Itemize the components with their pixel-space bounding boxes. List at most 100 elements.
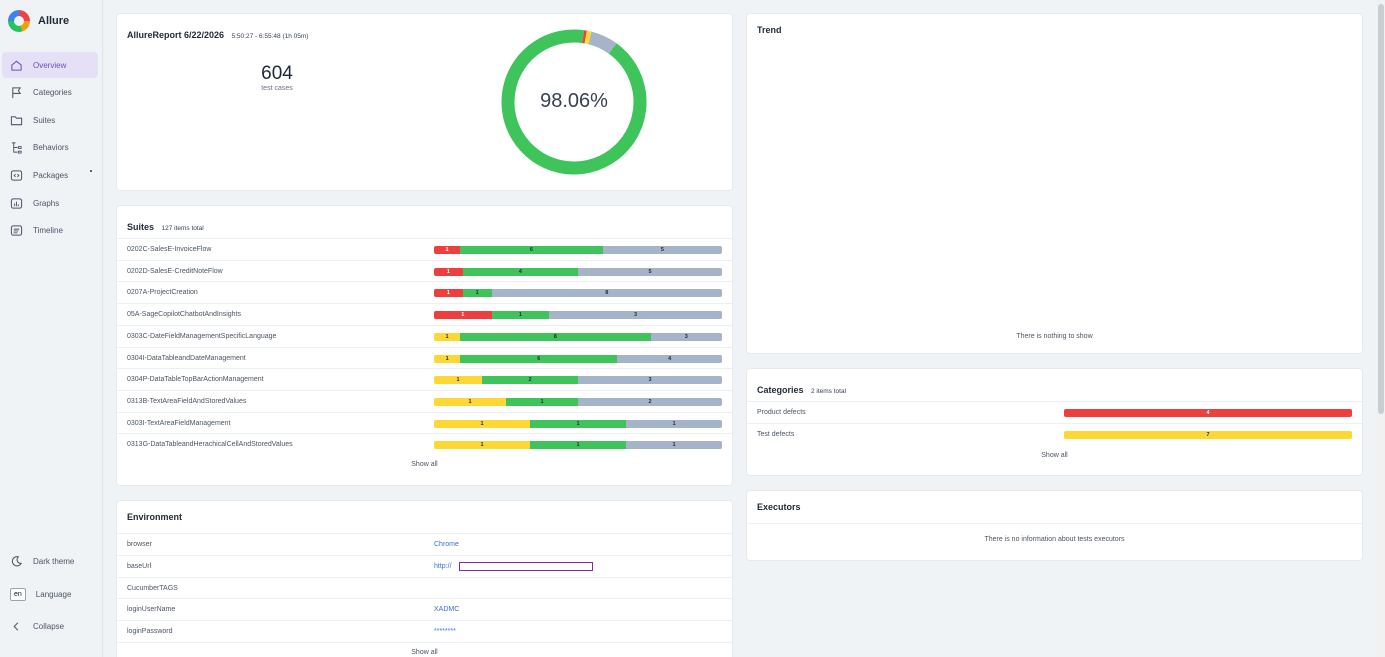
summary-header: AllureReport 6/22/2026 5:50:27 - 6:55:48… bbox=[127, 25, 308, 43]
suite-green-segment: 1 bbox=[491, 311, 550, 320]
donut-passed-segment bbox=[501, 29, 647, 175]
env-row-loginusername: loginUserName XADMC bbox=[117, 598, 732, 620]
suite-yellow-segment: 1 bbox=[434, 419, 530, 428]
page-scrollbar[interactable] bbox=[1377, 0, 1385, 657]
environment-show-all-link[interactable]: Show all bbox=[411, 649, 438, 656]
suite-row[interactable]: 0303C-DateFieldManagementSpecificLanguag… bbox=[117, 324, 732, 347]
suite-row[interactable]: 0304P-DataTableTopBarActionManagement 1 2 3 bbox=[117, 368, 732, 390]
executors-title: Executors bbox=[757, 502, 801, 512]
env-key: loginPassword bbox=[127, 628, 173, 635]
allure-logo-icon bbox=[8, 10, 30, 32]
suite-grey-segment: 3 bbox=[578, 376, 722, 385]
category-row[interactable]: Product defects 4 bbox=[747, 401, 1362, 423]
trend-widget: Trend There is nothing to show bbox=[747, 14, 1362, 353]
categories-show-all-link[interactable]: Show all bbox=[1041, 452, 1068, 459]
donut-skipped-segment bbox=[501, 29, 647, 175]
suite-green-segment: 1 bbox=[530, 441, 626, 450]
category-count-segment: 4 bbox=[1064, 409, 1352, 417]
suite-name: 0313G-DataTableandHerachicalCellAndStore… bbox=[127, 441, 293, 449]
test-case-label: test cases bbox=[261, 85, 293, 92]
app-logo[interactable]: Allure bbox=[8, 10, 69, 32]
suite-grey-segment: 3 bbox=[549, 311, 722, 320]
suite-yellow-segment: 1 bbox=[434, 397, 506, 406]
env-row-browser: browser Chrome bbox=[117, 533, 732, 555]
category-name: Product defects bbox=[757, 409, 806, 416]
suite-row[interactable]: 0202C-SalesE-InvoiceFlow 1 6 5 bbox=[117, 238, 732, 260]
suite-yellow-segment: 1 bbox=[434, 354, 461, 363]
env-key: CucumberTAGS bbox=[127, 585, 178, 592]
executors-widget: Executors There is no information about … bbox=[747, 491, 1362, 560]
category-bar: 7 bbox=[1064, 431, 1352, 439]
trend-title: Trend bbox=[757, 25, 782, 35]
suite-grey-segment: 5 bbox=[602, 246, 722, 254]
suite-grey-segment: 3 bbox=[650, 332, 722, 341]
categories-widget: Categories 2 items total Product defects… bbox=[747, 369, 1362, 475]
suite-green-segment: 4 bbox=[462, 267, 578, 276]
moon-icon bbox=[11, 555, 23, 566]
env-key: baseUrl bbox=[127, 563, 152, 570]
env-row-cucumbertags: CucumberTAGS bbox=[117, 577, 732, 599]
test-case-count: 604 bbox=[261, 63, 293, 84]
suite-red-segment: 1 bbox=[434, 246, 460, 254]
summary-widget: AllureReport 6/22/2026 5:50:27 - 6:55:48… bbox=[117, 14, 732, 190]
folder-icon bbox=[10, 115, 23, 125]
suite-green-segment: 1 bbox=[462, 289, 492, 298]
home-icon bbox=[11, 60, 22, 71]
sidebar-item-overview[interactable]: Overview bbox=[2, 52, 98, 78]
suite-green-segment: 6 bbox=[460, 354, 618, 363]
sidebar-item-categories[interactable]: Categories bbox=[2, 79, 98, 105]
env-value: http:// bbox=[434, 563, 452, 570]
dark-theme-toggle[interactable]: Dark theme bbox=[2, 548, 98, 574]
packages-indicator-dot bbox=[90, 170, 92, 172]
sidebar-item-behaviors[interactable]: Behaviors bbox=[2, 134, 98, 160]
suite-name: 0202C-SalesE-InvoiceFlow bbox=[127, 246, 212, 253]
suites-title: Suites bbox=[127, 222, 155, 232]
collapse-button[interactable]: Collapse bbox=[2, 613, 98, 639]
categories-total: 2 items total bbox=[810, 388, 847, 395]
category-row[interactable]: Test defects 7 bbox=[747, 423, 1362, 445]
suite-row[interactable]: 0304I-DataTableandDateManagement 1 6 4 bbox=[117, 346, 732, 369]
sidebar-item-graphs[interactable]: Graphs bbox=[2, 190, 98, 216]
suite-green-segment: 2 bbox=[482, 376, 578, 385]
suite-red-segment: 1 bbox=[434, 267, 463, 276]
scrollbar-thumb[interactable] bbox=[1378, 4, 1384, 414]
flag-icon bbox=[12, 86, 22, 98]
sidebar-item-timeline[interactable]: Timeline bbox=[2, 217, 98, 243]
suite-row[interactable]: 0303I-TextAreaFieldManagement 1 1 1 bbox=[117, 411, 732, 434]
language-label: Language bbox=[35, 589, 72, 599]
suite-row[interactable]: 05A-SageCopilotChatbotAndInsights 1 1 3 bbox=[117, 303, 732, 325]
suite-green-segment: 1 bbox=[506, 397, 578, 406]
suite-grey-segment: 1 bbox=[626, 419, 722, 428]
env-footer: Show all bbox=[117, 642, 732, 657]
suite-name: 05A-SageCopilotChatbotAndInsights bbox=[127, 311, 242, 319]
env-row-loginpassword: loginPassword ******** bbox=[117, 620, 732, 642]
suite-name: 0304I-DataTableandDateManagement bbox=[127, 354, 246, 362]
suite-yellow-segment: 1 bbox=[434, 376, 482, 385]
suites-show-all-link[interactable]: Show all bbox=[411, 461, 438, 468]
suite-row[interactable]: 0207A-ProjectCreation 1 1 8 bbox=[117, 281, 732, 303]
suite-grey-segment: 5 bbox=[578, 267, 722, 276]
suite-grey-segment: 1 bbox=[626, 441, 722, 450]
app-name: Allure bbox=[38, 15, 70, 27]
suites-widget: Suites 127 items total 0202C-SalesE-Invo… bbox=[117, 206, 732, 485]
suite-name: 0207A-ProjectCreation bbox=[127, 289, 198, 297]
suite-row[interactable]: 0313B-TextAreaFieldAndStoredValues 1 1 2 bbox=[117, 389, 732, 412]
category-count-segment: 7 bbox=[1064, 431, 1352, 439]
tree-icon bbox=[11, 141, 22, 154]
sidebar-item-packages[interactable]: Packages bbox=[2, 162, 98, 188]
sidebar-item-suites[interactable]: Suites bbox=[2, 107, 98, 133]
suite-row[interactable]: 0202D-SalesE-CreditNoteFlow 1 4 5 bbox=[117, 259, 732, 282]
suite-row[interactable]: 0313G-DataTableandHerachicalCellAndStore… bbox=[117, 433, 732, 455]
success-rate-donut bbox=[501, 29, 647, 175]
suite-yellow-segment: 1 bbox=[434, 332, 460, 341]
sidebar-item-label: Overview bbox=[33, 60, 67, 70]
language-selector[interactable]: en Language bbox=[2, 581, 98, 607]
suite-grey-segment: 2 bbox=[578, 397, 722, 406]
success-rate-percent: 98.06% bbox=[540, 90, 608, 112]
